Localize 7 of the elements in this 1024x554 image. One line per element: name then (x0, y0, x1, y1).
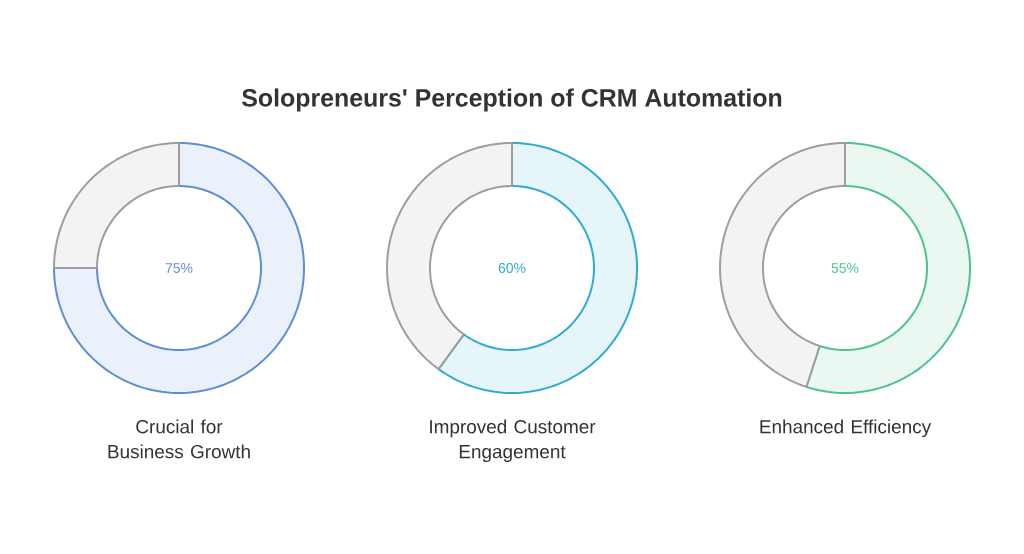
data-label: 75% (165, 263, 193, 273)
text: Enhanced Efficiency (760, 419, 932, 438)
data-label: 60% (498, 263, 526, 273)
data-label: 55% (831, 263, 859, 273)
text: Crucial for Business Growth (108, 419, 250, 459)
text: Solopreneurs' Perception of CRM Automation (242, 88, 782, 112)
text: Improved Customer Engagement (430, 419, 596, 463)
